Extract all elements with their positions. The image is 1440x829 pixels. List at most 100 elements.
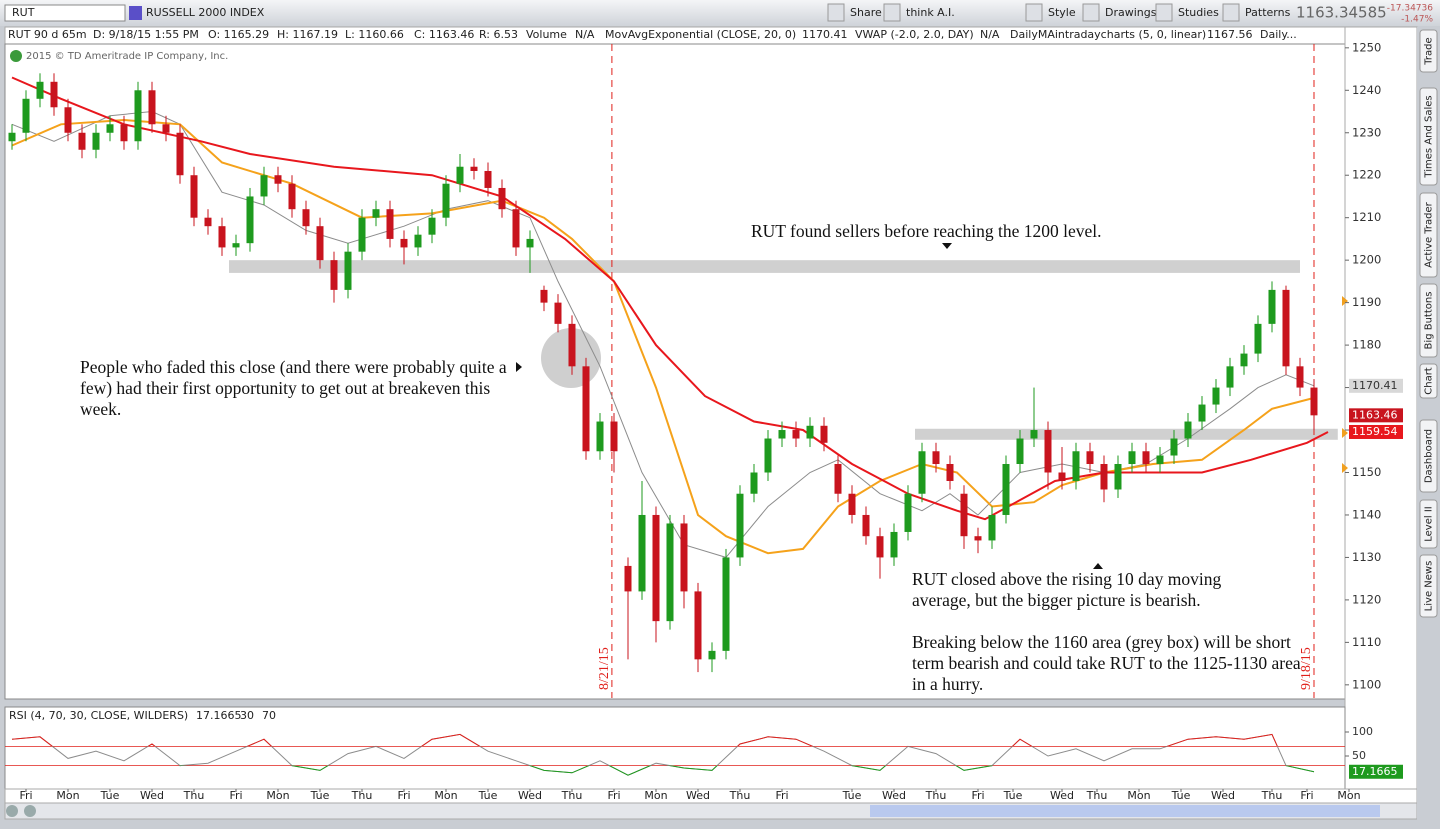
candle-body xyxy=(820,425,828,443)
candle-body xyxy=(92,132,100,150)
candle-body xyxy=(8,132,16,142)
info-cell: R: 6.53 xyxy=(479,28,518,41)
time-axis xyxy=(4,788,1418,804)
side-tab[interactable] xyxy=(1419,87,1438,186)
annotation: RUT closed above the rising 10 day movin… xyxy=(912,569,1222,610)
info-cell: O: 1165.29 xyxy=(208,28,269,41)
info-cell: VWAP (-2.0, 2.0, DAY) xyxy=(855,28,974,41)
x-tick-label: Wed xyxy=(140,789,164,802)
study-name: Daily... xyxy=(1260,28,1297,41)
candle-body xyxy=(456,166,464,184)
study-line xyxy=(11,76,1329,521)
price-zone xyxy=(228,260,1300,273)
candle-body xyxy=(344,251,352,290)
candle-body xyxy=(1296,366,1304,388)
candle-body xyxy=(736,493,744,558)
x-tick-label: Mon xyxy=(56,789,79,802)
candle-body xyxy=(1170,438,1178,456)
candle-body xyxy=(918,451,926,494)
side-tab[interactable] xyxy=(1419,363,1438,399)
candle-body xyxy=(22,98,30,133)
button-label: Style xyxy=(1048,6,1076,19)
toolbar-button[interactable] xyxy=(827,3,845,22)
candle-body xyxy=(78,132,86,150)
candle-body xyxy=(610,421,618,452)
candle-body xyxy=(680,523,688,592)
candle-body xyxy=(372,209,380,218)
price-callout-label: 1159.54 xyxy=(1352,425,1398,438)
candle-body xyxy=(526,238,534,248)
x-tick-label: Wed xyxy=(1211,789,1235,802)
x-tick-label: Wed xyxy=(1050,789,1074,802)
side-tab[interactable] xyxy=(1419,554,1438,618)
change-pct: -1.47% xyxy=(1401,15,1433,25)
candle-body xyxy=(848,493,856,515)
symbol: RUT xyxy=(12,6,35,19)
side-tab-label: Active Trader xyxy=(1424,201,1435,267)
side-tab-label: Big Buttons xyxy=(1424,292,1435,350)
x-tick-label: Wed xyxy=(686,789,710,802)
info-cell: C: 1163.46 xyxy=(414,28,474,41)
zoom-out[interactable] xyxy=(6,805,18,817)
annotation: Breaking below the 1160 area (grey box) … xyxy=(912,632,1301,694)
candle-body xyxy=(638,514,646,592)
candle-body xyxy=(106,124,114,133)
x-tick-label: Fri xyxy=(19,789,32,802)
info-cell: RUT 90 d 65m xyxy=(8,28,87,41)
candle-body xyxy=(218,226,226,248)
candle-body xyxy=(190,175,198,218)
toolbar-button[interactable] xyxy=(883,3,901,22)
scroll-thumb[interactable] xyxy=(870,805,1380,817)
symbol-box[interactable] xyxy=(4,4,126,22)
x-tick-label: Thu xyxy=(561,789,583,802)
info-icon[interactable] xyxy=(10,50,22,62)
rsi-line xyxy=(179,765,1315,776)
description: RUSSELL 2000 INDEX xyxy=(146,6,265,19)
side-tab[interactable] xyxy=(1419,419,1438,493)
candle-body xyxy=(862,514,870,537)
candle-body xyxy=(232,243,240,248)
symbol-link[interactable] xyxy=(129,6,142,20)
candle-body xyxy=(708,650,716,660)
button-label: Patterns xyxy=(1245,6,1291,19)
candle-body xyxy=(442,183,450,218)
toolbar-button[interactable] xyxy=(1222,3,1240,22)
price-zone xyxy=(914,428,1338,440)
candle-body xyxy=(1072,451,1080,481)
y-tick-label: 1210 xyxy=(1352,210,1381,224)
x-tick-label: Mon xyxy=(266,789,289,802)
toolbar-button[interactable] xyxy=(1155,3,1173,22)
candle-body xyxy=(722,557,730,651)
candle-body xyxy=(1030,430,1038,439)
candle-body xyxy=(624,565,632,592)
toolbar xyxy=(0,0,1440,26)
candle-body xyxy=(1100,464,1108,490)
rsi-level-label: 70 xyxy=(262,709,276,722)
zoom-in[interactable] xyxy=(24,805,36,817)
toolbar-button[interactable] xyxy=(1025,3,1043,22)
rsi-callout xyxy=(1349,764,1403,779)
side-tab[interactable] xyxy=(1419,29,1438,73)
candle-body xyxy=(1184,421,1192,439)
rsi-callout-label: 17.1665 xyxy=(1352,765,1398,778)
pointer xyxy=(942,243,952,249)
y-tick-label: 1240 xyxy=(1352,83,1381,97)
x-tick-label: Mon xyxy=(644,789,667,802)
candle-body xyxy=(512,209,520,248)
side-tab[interactable] xyxy=(1419,192,1438,278)
x-tick-label: Fri xyxy=(229,789,242,802)
y-tick-label: 1180 xyxy=(1352,338,1381,352)
study-value: 1170.41 xyxy=(802,28,848,41)
y-tick-label: 1250 xyxy=(1352,40,1381,54)
price-callout xyxy=(1349,408,1403,423)
toolbar-button[interactable] xyxy=(1082,3,1100,22)
side-tab[interactable] xyxy=(1419,283,1438,358)
info-cell: N/A xyxy=(980,28,1000,41)
side-tab-label: Trade xyxy=(1424,37,1435,65)
side-tab-label: Level II xyxy=(1424,506,1435,541)
side-tab[interactable] xyxy=(1419,499,1438,549)
candle-body xyxy=(1114,464,1122,490)
x-tick-label: Tue xyxy=(1003,789,1023,802)
candle-body xyxy=(792,430,800,439)
